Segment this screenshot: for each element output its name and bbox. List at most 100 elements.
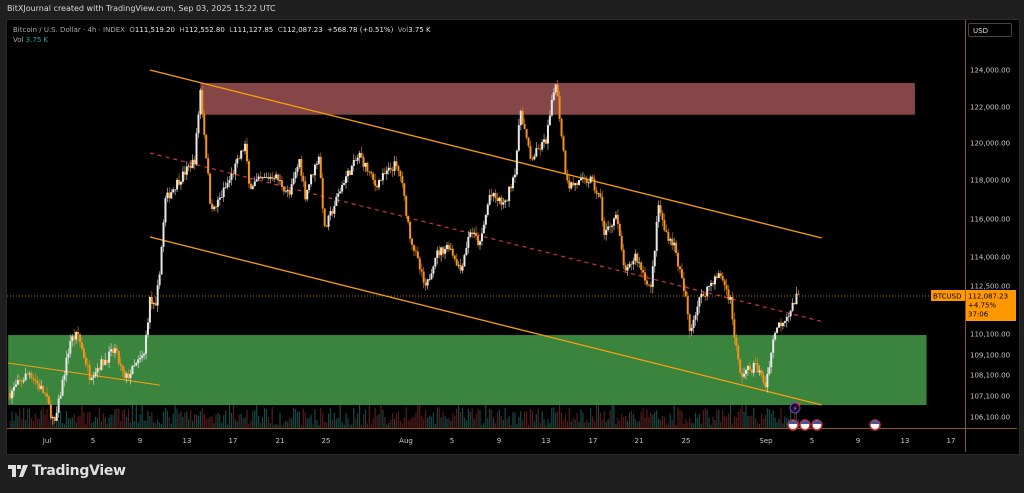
candle xyxy=(535,148,538,157)
volume-bar xyxy=(190,410,192,428)
volume-bar xyxy=(21,419,23,428)
candle xyxy=(22,380,25,382)
candle xyxy=(628,263,631,268)
volume-bar xyxy=(160,424,163,428)
candle xyxy=(108,351,111,363)
currency-selector[interactable]: USD xyxy=(968,23,1012,37)
candle xyxy=(416,251,419,259)
volume-bar xyxy=(731,423,734,428)
candle xyxy=(178,179,181,185)
volume-bar xyxy=(159,422,161,428)
volume-bar xyxy=(724,415,726,428)
volume-bar xyxy=(714,420,716,428)
events[interactable]: ⚡ xyxy=(787,402,881,431)
volume-bar xyxy=(780,407,782,428)
change-value: +568.78 (+0.51%) xyxy=(327,26,394,34)
candle xyxy=(9,393,12,399)
us-flag-event-icon[interactable] xyxy=(811,419,823,431)
volume-bar xyxy=(370,424,372,428)
candle xyxy=(251,186,254,189)
candle xyxy=(232,173,235,175)
candle xyxy=(459,264,462,271)
candle xyxy=(304,181,307,200)
candle xyxy=(711,282,714,285)
volume-bar xyxy=(442,411,444,428)
volume-bar xyxy=(564,414,567,428)
volume-bar xyxy=(401,423,403,428)
candle xyxy=(255,179,258,182)
svg-text:⚡: ⚡ xyxy=(793,405,798,413)
volume-bar xyxy=(13,420,15,428)
candle xyxy=(605,229,608,235)
price-axis[interactable]: 124,000.00 122,000.00 120,000.00 118,000.00… xyxy=(970,67,1010,422)
volume-bar xyxy=(34,413,36,428)
tradingview-logo[interactable]: TradingView xyxy=(8,463,126,479)
candle xyxy=(515,150,518,175)
volume-bar xyxy=(11,411,13,428)
candle xyxy=(484,214,487,225)
volume-bar xyxy=(193,413,196,428)
volume-bar xyxy=(582,412,584,428)
volume-bar xyxy=(372,418,374,428)
candle xyxy=(729,296,732,300)
channel-lower-line[interactable] xyxy=(149,236,822,406)
candle xyxy=(789,310,792,317)
us-flag-event-icon[interactable] xyxy=(799,419,811,431)
volume-bar xyxy=(636,422,638,428)
volume-bar xyxy=(108,417,110,428)
volume-bar xyxy=(755,418,757,428)
channel-upper-line[interactable] xyxy=(149,69,822,239)
candle xyxy=(63,375,66,380)
candle xyxy=(597,193,600,195)
volume-bar xyxy=(226,424,229,428)
candle xyxy=(717,273,720,278)
volume-bar xyxy=(263,408,266,428)
us-flag-event-icon[interactable] xyxy=(787,419,799,431)
volume-bar xyxy=(617,418,619,428)
lightning-event-icon[interactable]: ⚡ xyxy=(789,402,801,414)
candle xyxy=(98,368,101,370)
trendlines[interactable] xyxy=(8,69,822,406)
candle xyxy=(201,89,204,115)
volume-bar xyxy=(440,417,442,428)
candle xyxy=(444,249,447,254)
volume-bar xyxy=(504,407,506,428)
volume-bar xyxy=(458,394,460,428)
candle xyxy=(576,183,579,185)
candle xyxy=(399,170,402,177)
candle xyxy=(247,161,250,184)
candle xyxy=(148,296,151,323)
candle xyxy=(397,166,400,171)
candle xyxy=(275,174,278,179)
early-trendline[interactable] xyxy=(8,362,160,386)
time-axis[interactable]: Jul 5 9 13 17 21 25 Aug 5 9 13 17 21 25 Sep 5 9 13 17 xyxy=(42,437,956,445)
candle xyxy=(127,373,130,379)
vol-label: Vol xyxy=(397,26,409,34)
volume-bar xyxy=(757,422,759,428)
volume-bar xyxy=(129,422,132,428)
candle xyxy=(467,236,470,248)
candle xyxy=(395,161,398,167)
us-flag-event-icon[interactable] xyxy=(869,419,881,431)
candle xyxy=(581,177,584,179)
volume-bar xyxy=(465,420,467,428)
candle xyxy=(430,273,433,280)
candle xyxy=(739,359,742,373)
candle xyxy=(366,162,369,172)
volume-bar xyxy=(382,409,384,428)
symbol-tag-text: BTCUSD xyxy=(933,293,962,301)
candle xyxy=(80,342,83,349)
candle xyxy=(414,250,417,252)
volume-bar xyxy=(494,423,497,428)
volume-bar xyxy=(392,413,394,428)
candle xyxy=(393,161,396,171)
price-tick-label: 106,100.00 xyxy=(970,414,1010,422)
volume-bar xyxy=(473,419,475,428)
volume-bar xyxy=(174,389,176,428)
volume-bar xyxy=(359,404,361,428)
candle xyxy=(455,259,458,266)
channel-midline[interactable] xyxy=(149,152,822,322)
candle xyxy=(603,221,606,235)
candle xyxy=(242,150,245,152)
